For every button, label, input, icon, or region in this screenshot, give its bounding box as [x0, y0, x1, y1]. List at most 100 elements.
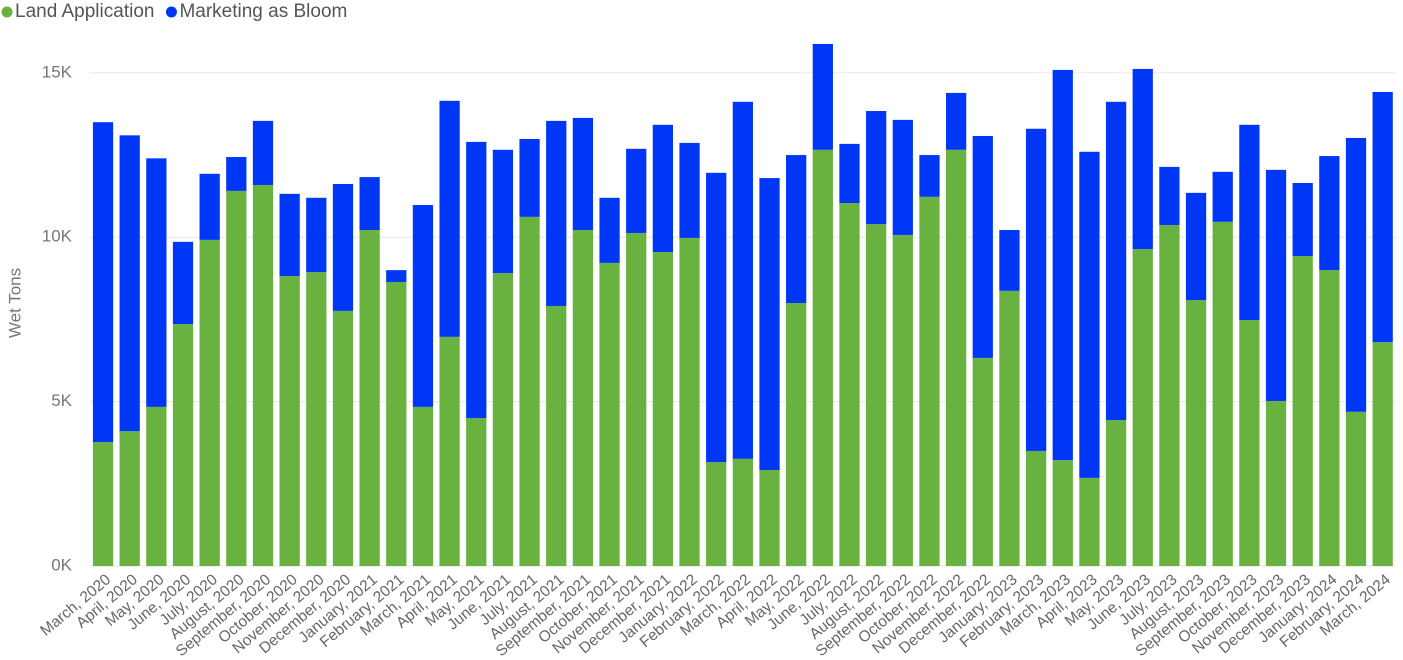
- bar-segment: [359, 177, 380, 231]
- legend-marker: [165, 6, 177, 18]
- bar-segment: [1185, 192, 1207, 301]
- bar-segment: [999, 230, 1020, 291]
- bar-segment: [786, 155, 807, 303]
- bar-segment: [1212, 171, 1233, 222]
- bar-segment: [1185, 300, 1207, 566]
- bar-segment: [839, 203, 860, 566]
- bar-segment: [1105, 101, 1127, 421]
- bar-segment: [866, 224, 887, 566]
- bar-segment: [1292, 183, 1313, 256]
- bar-segment: [332, 183, 354, 311]
- bar-segment: [1319, 156, 1340, 271]
- bar-segment: [226, 157, 247, 191]
- bar-segment: [1025, 128, 1047, 451]
- y-tick-label: 5K: [51, 391, 72, 410]
- bar-segment: [1372, 91, 1393, 343]
- bar-segment: [1292, 255, 1313, 566]
- bar-segment: [1345, 411, 1367, 566]
- bar-segment: [1159, 166, 1180, 226]
- bar-segment: [332, 310, 354, 566]
- bar-segment: [252, 184, 274, 566]
- bar-segment: [652, 252, 674, 566]
- y-tick-label: 0K: [51, 555, 72, 574]
- bar-segment: [626, 232, 647, 566]
- bar-segment: [599, 197, 620, 263]
- bar-segment: [1079, 151, 1100, 478]
- bar-segment: [1239, 320, 1260, 566]
- bar-segment: [1372, 342, 1393, 566]
- bar-segment: [652, 124, 674, 253]
- bar-segment: [1105, 420, 1127, 566]
- bar-segment: [172, 324, 194, 566]
- bar-segment: [146, 158, 167, 407]
- bar-segment: [1079, 477, 1100, 566]
- bar-segment: [1319, 270, 1340, 566]
- bar-segment: [759, 178, 780, 471]
- bar-segment: [412, 406, 434, 566]
- bar-segment: [1239, 124, 1260, 321]
- bar-segment: [199, 239, 220, 566]
- bar-segment: [919, 196, 940, 566]
- bar-segment: [492, 273, 514, 566]
- bar-segment: [252, 120, 274, 185]
- bar-segment: [1265, 169, 1287, 401]
- bar-segment: [412, 205, 434, 407]
- bar-segment: [945, 149, 967, 567]
- bar-segment: [519, 138, 540, 217]
- bar-segment: [1159, 225, 1180, 566]
- bar-segment: [1212, 221, 1233, 566]
- bar-segment: [466, 141, 487, 419]
- bar-segment: [812, 43, 833, 150]
- bar-segment: [1265, 400, 1287, 566]
- bar-segment: [892, 234, 913, 567]
- bar-segment: [679, 142, 700, 238]
- bar-segment: [732, 101, 753, 459]
- bar-segment: [546, 120, 567, 306]
- bar-segment: [759, 470, 780, 566]
- bar-segment: [492, 149, 514, 274]
- bar-segment: [812, 149, 833, 567]
- bar-segment: [839, 143, 860, 204]
- bar-segment: [359, 230, 380, 566]
- bar-segment: [945, 92, 967, 150]
- bar-segment: [1052, 69, 1073, 461]
- bar-segment: [306, 272, 327, 566]
- bar-segment: [706, 462, 727, 566]
- bar-segment: [706, 172, 727, 463]
- legend-label: Land Application: [15, 1, 154, 22]
- bar-segment: [439, 336, 460, 566]
- bar-segment: [279, 193, 300, 277]
- bar-segment: [519, 216, 540, 566]
- bar-segment: [1345, 137, 1367, 412]
- bar-segment: [386, 270, 407, 282]
- bar-segment: [439, 100, 460, 337]
- bar-segment: [1025, 450, 1047, 566]
- bar-segment: [1132, 249, 1153, 566]
- bar-segment: [999, 290, 1020, 566]
- bar-segment: [306, 197, 327, 273]
- bar-segment: [572, 117, 594, 231]
- bar-segment: [199, 173, 220, 240]
- bar-segment: [599, 262, 620, 566]
- bar-segment: [1052, 460, 1073, 566]
- bar-segment: [119, 431, 140, 566]
- bar-segment: [119, 135, 140, 432]
- bar-segment: [146, 406, 167, 566]
- bar-segment: [92, 442, 114, 566]
- bar-segment: [679, 237, 700, 566]
- legend-label: Marketing as Bloom: [179, 1, 347, 22]
- bar-segment: [866, 111, 887, 225]
- bar-segment: [572, 230, 594, 566]
- bar-segment: [1132, 68, 1153, 250]
- bar-segment: [546, 305, 567, 566]
- bar-segment: [919, 155, 940, 197]
- bar-segment: [972, 357, 993, 566]
- bar-segment: [172, 241, 194, 325]
- bar-segment: [972, 135, 993, 358]
- bar-segment: [279, 276, 300, 566]
- legend-marker: [1, 6, 13, 18]
- y-tick-label: 15K: [42, 62, 73, 81]
- bar-segment: [92, 122, 114, 443]
- bar-segment: [466, 418, 487, 566]
